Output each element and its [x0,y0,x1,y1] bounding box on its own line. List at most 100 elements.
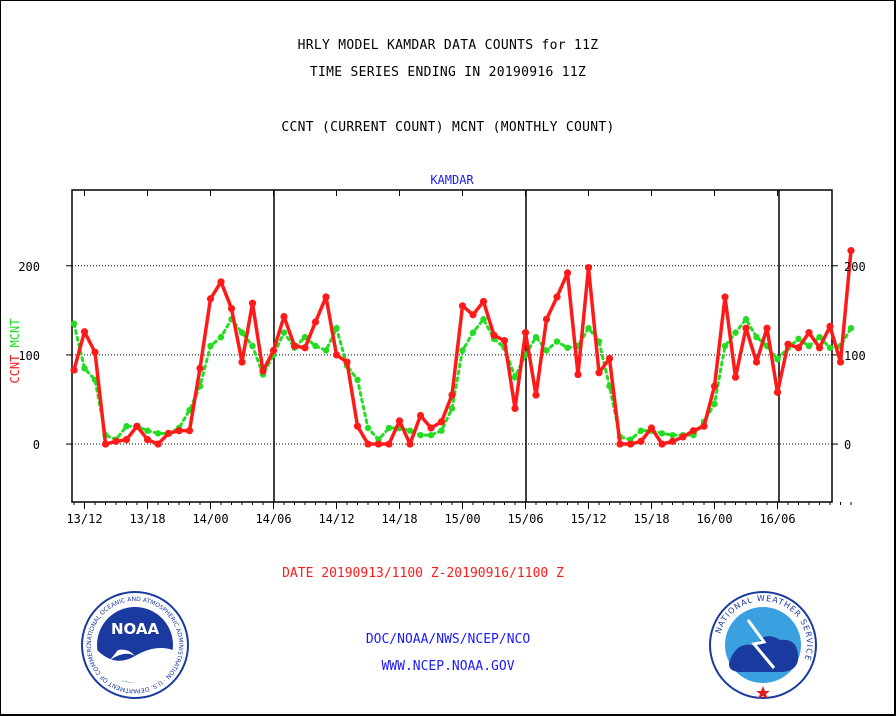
point-ccnt [731,373,740,381]
date-range-label: DATE 20190913/1100 Z-20190916/1100 Z [282,566,564,581]
point-ccnt [185,427,194,435]
point-mcnt [385,424,393,432]
x-tick-label: 14/18 [381,512,417,526]
point-ccnt [721,293,729,301]
x-tick-label: 13/12 [66,512,102,526]
noaa-logo-icon: NOAA NATIONAL OCEANIC AND ATMOSPHERIC AD… [80,590,189,699]
chart-title-line1: HRLY MODEL KAMDAR DATA COUNTS for 11Z [297,38,599,53]
point-ccnt [752,358,761,366]
point-ccnt [437,418,446,426]
point-mcnt [658,430,666,437]
point-mcnt [406,427,414,434]
point-mcnt [543,347,550,354]
point-ccnt [532,391,540,399]
point-mcnt [364,424,372,432]
point-mcnt [438,427,445,434]
point-ccnt [574,370,582,379]
point-ccnt [70,366,78,374]
point-ccnt [301,344,309,352]
point-mcnt [511,374,519,381]
x-tick-label: 14/00 [192,512,228,526]
point-ccnt [311,318,320,326]
point-ccnt [553,293,561,301]
point-mcnt [711,400,718,408]
point-mcnt [154,430,162,437]
point-ccnt [206,295,215,303]
point-ccnt [616,440,624,448]
y-tick-label-right: 200 [844,260,866,274]
x-tick-label: 15/06 [507,512,543,526]
chart-title-line3: CCNT (CURRENT COUNT) MCNT (MONTHLY COUNT… [281,120,615,135]
x-tick-label: 15/18 [633,512,669,526]
point-ccnt [175,427,183,435]
point-ccnt [164,429,173,437]
point-ccnt [605,354,614,363]
point-ccnt [448,391,456,399]
point-ccnt [847,247,855,255]
point-ccnt [290,342,299,350]
point-mcnt [816,333,823,341]
point-ccnt [794,344,803,352]
point-mcnt [238,329,246,336]
point-mcnt [312,342,319,350]
point-mcnt [249,342,256,350]
point-mcnt [448,405,456,412]
point-mcnt [322,347,330,354]
point-ccnt [133,422,141,430]
point-mcnt [753,333,760,341]
point-ccnt [500,337,509,345]
point-ccnt [427,424,435,432]
point-ccnt [773,388,782,396]
point-ccnt [269,346,278,355]
point-ccnt [364,440,372,448]
point-ccnt [763,324,771,332]
x-tick-label: 15/12 [570,512,606,526]
point-ccnt [511,404,519,412]
point-mcnt [732,329,739,336]
y-axis-label: CCNT MCNT [8,318,22,383]
point-mcnt [459,347,466,354]
chart-labels: 0 0 100 100 200 200 13/12 13/18 14/00 14/06 14/12 1… [8,173,866,526]
plot-title: KAMDAR [430,173,474,187]
point-mcnt [301,333,309,341]
point-mcnt [480,316,487,323]
point-ccnt [742,324,750,332]
y-tick-label-left: 200 [18,260,40,274]
chart-series [70,247,855,448]
point-ccnt [595,369,603,377]
point-mcnt [207,342,214,350]
x-tick-label: 13/18 [129,512,165,526]
point-ccnt [343,358,351,366]
point-ccnt [122,436,131,444]
point-ccnt [710,382,719,390]
point-mcnt [774,356,781,363]
y-tick-label-left: 100 [18,349,40,363]
point-mcnt [532,333,540,341]
point-mcnt [847,324,855,332]
point-mcnt [637,427,645,434]
x-tick-label: 15/00 [444,512,480,526]
point-ccnt [647,424,656,432]
point-ccnt [689,427,698,435]
point-mcnt [742,316,750,323]
y-tick-label-right: 100 [844,349,866,363]
point-mcnt [123,423,130,430]
point-mcnt [585,324,592,332]
point-ccnt [101,440,110,448]
x-tick-label: 14/06 [255,512,291,526]
ncep-url-link[interactable]: WWW.NCEP.NOAA.GOV [381,659,515,674]
point-ccnt [91,348,99,356]
point-ccnt [542,315,551,323]
point-ccnt [584,263,593,272]
point-ccnt [626,440,635,448]
point-ccnt [280,312,288,321]
point-mcnt [469,329,477,336]
point-ccnt [374,440,383,448]
point-ccnt [416,411,425,420]
point-ccnt [836,358,845,366]
point-ccnt [143,436,152,444]
point-ccnt [259,367,267,375]
point-mcnt [333,324,340,332]
y-tick-label-left: 0 [33,438,40,452]
